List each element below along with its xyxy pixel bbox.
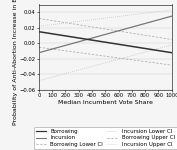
X-axis label: Median Incumbent Vote Share: Median Incumbent Vote Share [58, 100, 153, 105]
Legend: Borrowing, Incursion, Borrowing Lower CI, Incursion Lower CI, Borrowing Upper CI: Borrowing, Incursion, Borrowing Lower CI… [34, 127, 177, 149]
Y-axis label: Probability of Anti-Abortion Increase in Borrowing: Probability of Anti-Abortion Increase in… [13, 0, 18, 125]
